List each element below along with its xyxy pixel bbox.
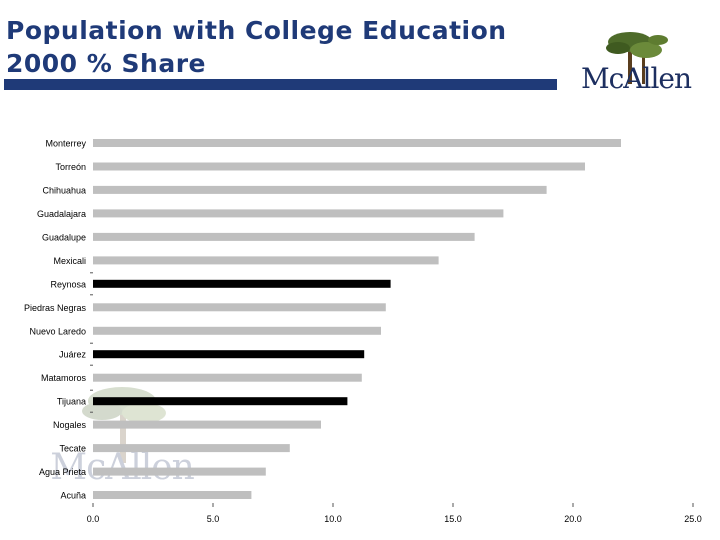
page-title: Population with College Education 2000 %… bbox=[6, 14, 507, 80]
category-label: Piedras Negras bbox=[24, 303, 87, 313]
category-label: Tijuana bbox=[57, 397, 86, 407]
category-label: Torreón bbox=[55, 162, 86, 172]
bar bbox=[93, 491, 252, 499]
category-label: Chihuahua bbox=[42, 185, 86, 195]
logo-text: McAllen bbox=[580, 62, 692, 95]
x-tick-label: 20.0 bbox=[564, 514, 582, 524]
bar bbox=[93, 397, 348, 406]
bar bbox=[93, 232, 475, 241]
category-label: Mexicali bbox=[53, 256, 86, 266]
title-underline-bar bbox=[4, 79, 557, 90]
bar bbox=[93, 420, 321, 429]
category-label: Juárez bbox=[59, 350, 87, 360]
bar bbox=[93, 185, 547, 194]
category-label: Guadalupe bbox=[42, 232, 86, 242]
bar bbox=[93, 209, 504, 218]
mcallen-logo: McAllen bbox=[572, 22, 700, 118]
bar bbox=[93, 279, 391, 288]
category-label: Guadalajara bbox=[37, 209, 86, 219]
x-tick-label: 10.0 bbox=[324, 514, 342, 524]
category-label: Nogales bbox=[53, 420, 87, 430]
bar bbox=[93, 303, 386, 312]
title-line-2: 2000 % Share bbox=[6, 49, 206, 78]
bar bbox=[93, 139, 621, 147]
bar bbox=[93, 350, 365, 359]
title-line-1: Population with College Education bbox=[6, 16, 507, 45]
bar bbox=[93, 256, 439, 265]
category-label: Reynosa bbox=[50, 279, 86, 289]
palm-tree-icon bbox=[606, 32, 668, 84]
x-tick-label: 5.0 bbox=[207, 514, 220, 524]
category-label: Tecate bbox=[59, 444, 86, 454]
bar bbox=[93, 444, 290, 453]
x-tick-label: 25.0 bbox=[684, 514, 702, 524]
category-label: Agua Prieta bbox=[39, 467, 86, 477]
bar bbox=[93, 467, 266, 476]
x-tick-label: 0.0 bbox=[87, 514, 100, 524]
category-label: Nuevo Laredo bbox=[29, 326, 86, 336]
x-tick-label: 15.0 bbox=[444, 514, 462, 524]
bar bbox=[93, 373, 362, 382]
category-label: Monterrey bbox=[45, 139, 86, 149]
bar bbox=[93, 162, 585, 171]
category-label: Matamoros bbox=[41, 373, 87, 383]
category-label: Acuña bbox=[60, 491, 86, 501]
bar bbox=[93, 326, 381, 335]
